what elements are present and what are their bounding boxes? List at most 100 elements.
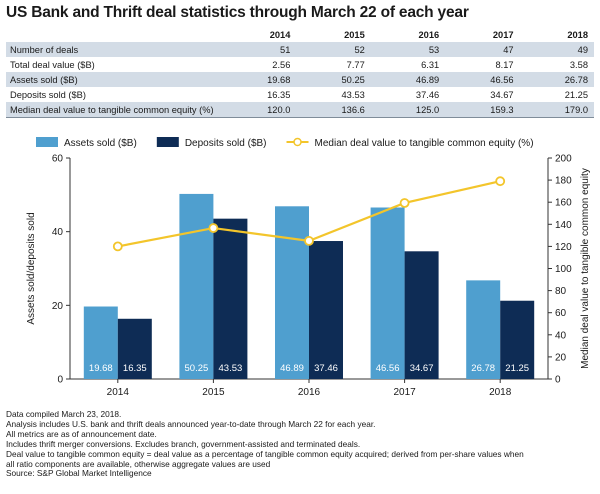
row-label: Assets sold ($B)	[6, 72, 222, 87]
data-label: 50.25	[185, 363, 209, 374]
table-cell: 47	[445, 42, 520, 57]
table-cell: 7.77	[296, 57, 371, 72]
bar	[309, 241, 343, 379]
footnote-line: all ratio components are available, othe…	[6, 458, 271, 469]
legend-label: Assets sold ($B)	[64, 138, 137, 149]
table-cell: 43.53	[296, 87, 371, 102]
footnote-line: Includes thrift merger conversions. Excl…	[6, 438, 361, 449]
bar	[500, 300, 535, 379]
y-tick-label: 60	[52, 154, 64, 165]
table-row: Assets sold ($B) 19.68 50.25 46.89 46.56…	[6, 72, 594, 87]
bar	[179, 193, 214, 379]
table-header-blank	[6, 27, 222, 42]
chart-area: Assets sold ($B) Deposits sold ($B) Median…	[6, 127, 594, 405]
table-cell: 52	[296, 42, 371, 57]
table-cell: 6.31	[370, 57, 446, 72]
row-label: Median deal value to tangible common equ…	[6, 102, 222, 118]
y2-tick-label: 80	[555, 286, 567, 297]
y-tick-label: 40	[52, 227, 64, 238]
bar	[117, 318, 152, 379]
table-cell: 16.35	[222, 87, 297, 102]
x-tick-label: 2014	[107, 387, 130, 398]
table-cell: 53	[370, 42, 446, 57]
bar	[370, 207, 405, 379]
table-header-year: 2015	[296, 27, 371, 42]
y2-tick-label: 160	[555, 198, 572, 209]
y-axis-title: Assets sold/deposits sold	[26, 212, 37, 324]
x-tick-label: 2016	[298, 387, 321, 398]
table-header-row: 2014 2015 2016 2017 2018	[6, 27, 594, 42]
table-row: Median deal value to tangible common equ…	[6, 102, 594, 118]
table-cell: 136.6	[296, 102, 371, 118]
legend-swatch	[156, 137, 179, 147]
table-cell: 19.68	[222, 72, 297, 87]
x-tick-label: 2017	[393, 387, 416, 398]
table-cell: 51	[222, 42, 297, 57]
y2-tick-label: 140	[555, 220, 572, 231]
table-cell: 37.46	[370, 87, 446, 102]
data-label: 26.78	[471, 363, 495, 374]
y2-tick-label: 180	[555, 176, 572, 187]
table-cell: 179.0	[519, 102, 594, 118]
table-cell: 125.0	[370, 102, 446, 118]
row-label: Deposits sold ($B)	[6, 87, 222, 102]
table-cell: 8.17	[445, 57, 520, 72]
x-tick-label: 2015	[202, 387, 225, 398]
footnotes: Data compiled March 23, 2018. Analysis i…	[6, 409, 596, 479]
footnote-line: Deal value to tangible common equity = d…	[6, 448, 524, 459]
legend-swatch	[36, 137, 58, 147]
line-point	[495, 176, 506, 187]
y-tick-label: 0	[57, 375, 63, 386]
footnote-line: Analysis includes U.S. bank and thrift d…	[6, 418, 376, 429]
combo-chart: Assets sold ($B) Deposits sold ($B) Median…	[26, 137, 591, 398]
data-label: 34.67	[410, 363, 434, 374]
bar	[275, 206, 309, 379]
footnote-line: All metrics are as of announcement date.	[6, 428, 157, 439]
data-label: 16.35	[123, 363, 147, 374]
y-tick-label: 20	[52, 301, 64, 312]
table-cell: 3.58	[519, 57, 594, 72]
y2-tick-label: 0	[555, 375, 561, 386]
y2-tick-label: 100	[555, 264, 572, 275]
bar	[213, 218, 248, 379]
table-header-year: 2016	[370, 27, 446, 42]
table-cell: 26.78	[519, 72, 594, 87]
table-cell: 2.56	[222, 57, 297, 72]
x-tick-label: 2018	[489, 387, 512, 398]
table-cell: 120.0	[222, 102, 297, 118]
data-label: 21.25	[505, 363, 529, 374]
data-label: 46.56	[376, 363, 400, 374]
line-point	[399, 198, 410, 208]
page-title: US Bank and Thrift deal statistics throu…	[6, 4, 469, 21]
data-label: 19.68	[89, 363, 113, 374]
y2-tick-label: 60	[555, 308, 567, 319]
table-cell: 46.56	[445, 72, 520, 87]
table-row: Number of deals 51 52 53 47 49	[6, 42, 594, 57]
table-header-year: 2014	[222, 27, 297, 42]
footnote-line: Data compiled March 23, 2018.	[6, 409, 122, 419]
table-cell: 159.3	[445, 102, 520, 118]
y2-tick-label: 20	[555, 352, 567, 363]
row-label: Number of deals	[6, 42, 222, 57]
bar	[404, 251, 439, 379]
y2-tick-label: 40	[555, 330, 567, 341]
line-point	[208, 223, 219, 233]
data-label: 37.46	[314, 363, 338, 374]
table-cell: 21.25	[519, 87, 594, 102]
table-header-year: 2018	[519, 27, 594, 42]
legend-label: Median deal value to tangible common equ…	[315, 138, 534, 149]
source-line: Source: S&P Global Market Intelligence	[6, 468, 152, 479]
stats-table: 2014 2015 2016 2017 2018 Number of deals…	[6, 27, 594, 118]
data-label: 46.89	[280, 363, 304, 374]
row-label: Total deal value ($B)	[6, 57, 222, 72]
line-point	[304, 235, 314, 246]
table-row: Deposits sold ($B) 16.35 43.53 37.46 34.…	[6, 87, 594, 102]
legend-marker	[293, 137, 302, 147]
table-row: Total deal value ($B) 2.56 7.77 6.31 8.1…	[6, 57, 594, 72]
table-cell: 46.89	[370, 72, 446, 87]
table-cell: 34.67	[445, 87, 520, 102]
table-cell: 50.25	[296, 72, 371, 87]
table-header-year: 2017	[445, 27, 520, 42]
bar	[83, 306, 118, 379]
